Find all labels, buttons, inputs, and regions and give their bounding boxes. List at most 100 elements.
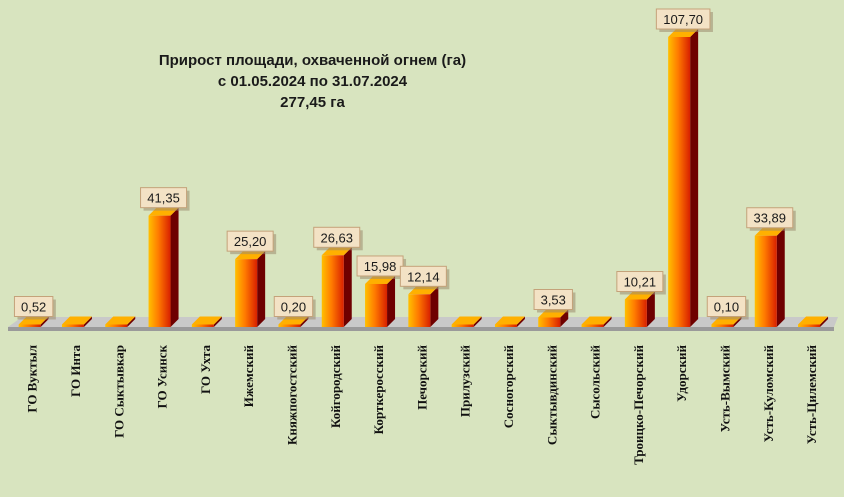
bar-side: [83, 316, 92, 327]
x-tick-label: ГО Сыктывкар: [111, 345, 126, 438]
bar-front: [18, 324, 41, 327]
data-label-box: [655, 8, 711, 30]
bar-front: [798, 324, 821, 327]
x-tick-label: ГО Усинск: [155, 345, 170, 409]
bar-side: [170, 207, 179, 327]
data-label-box: [533, 288, 573, 310]
data-label: 3,53: [533, 288, 576, 313]
bar-side: [257, 251, 266, 327]
x-tick-label: Удорский: [674, 344, 689, 401]
data-label-box: [399, 265, 447, 287]
bar-top: [451, 316, 482, 325]
bar: [61, 316, 92, 327]
bar: [798, 316, 829, 327]
x-tick-label: Сысольский: [588, 344, 603, 419]
bar-front: [105, 324, 128, 327]
bar-front: [754, 235, 777, 327]
bar-top: [494, 316, 525, 325]
x-tick-label: Койгородский: [328, 345, 343, 429]
bar: [754, 227, 785, 327]
x-tick-label: Троицко-Печорский: [631, 345, 646, 465]
x-tick-label: ГО Вуктыл: [25, 345, 40, 413]
data-label-box: [13, 296, 54, 317]
bar-front: [191, 324, 214, 327]
bar-front: [494, 324, 517, 327]
bar-side: [646, 291, 655, 327]
x-tick-label: Сосногорский: [501, 344, 516, 428]
bar-front: [148, 215, 171, 327]
x-tick-label: Усть-Вымский: [717, 344, 732, 432]
bar-side: [213, 316, 222, 327]
bar-side: [820, 316, 829, 327]
bar-front: [278, 324, 301, 327]
data-label-box: [226, 230, 274, 252]
bar-side: [343, 247, 352, 327]
bar: [408, 286, 439, 327]
bar-front: [408, 294, 431, 327]
bar-top: [798, 316, 829, 325]
bar-top: [61, 316, 92, 325]
bar-front: [538, 317, 561, 327]
chart-title-line-1: Прирост площади, охваченной огнем (га): [158, 52, 467, 69]
x-tick-label: Прилузский: [458, 344, 473, 417]
bar-side: [473, 316, 482, 327]
data-label: 0,10: [706, 296, 749, 320]
bar: [624, 291, 655, 327]
data-label-text: 26,63: [320, 230, 353, 245]
bar-front: [365, 283, 388, 327]
x-tick-label: Сыктывдинский: [544, 344, 559, 445]
data-label-box: [706, 296, 747, 317]
data-label: 0,52: [13, 296, 56, 320]
bar: [191, 316, 222, 327]
bar: [365, 275, 396, 327]
x-tick-label: Усть-Куломский: [761, 344, 776, 442]
bar: [451, 316, 482, 327]
bar-top: [105, 316, 136, 325]
data-label: 0,20: [273, 296, 316, 320]
data-label-text: 15,98: [364, 259, 397, 274]
data-label: 26,63: [313, 226, 363, 251]
bar: [235, 251, 266, 327]
data-label: 25,20: [226, 230, 277, 255]
bar-side: [127, 316, 136, 327]
chart-title-line-3: 277,45 га: [280, 94, 345, 111]
data-label-box: [616, 271, 664, 293]
data-label: 10,21: [616, 271, 666, 295]
data-label: 107,70: [655, 8, 713, 32]
bar-front: [451, 324, 474, 327]
x-tick-label: Княжпогостский: [284, 345, 299, 446]
bar: [581, 316, 612, 327]
bar-side: [603, 316, 612, 327]
data-label: 33,89: [746, 207, 796, 231]
bar-top: [191, 316, 222, 325]
bar-side: [776, 227, 785, 327]
data-label: 15,98: [356, 255, 407, 279]
chart-floor-edge: [8, 327, 834, 331]
bar-front: [235, 259, 258, 327]
data-label-box: [746, 207, 794, 229]
bar-front: [61, 324, 84, 327]
bar: [668, 29, 699, 327]
data-label-text: 0,10: [714, 300, 739, 315]
data-label-text: 41,35: [147, 191, 180, 206]
x-tick-label: Усть-Цилемский: [804, 344, 819, 444]
data-label-text: 3,53: [541, 292, 566, 307]
chart-title: Прирост площади, охваченной огнем (га) с…: [100, 50, 525, 113]
x-tick-label: Корткеросский: [371, 344, 386, 434]
bar: [494, 316, 525, 327]
x-tick-label: ГО Инта: [68, 345, 83, 397]
bar-front: [624, 299, 647, 327]
bar: [321, 247, 352, 327]
data-label-text: 0,20: [281, 300, 306, 315]
data-label: 12,14: [399, 265, 450, 290]
data-label-text: 10,21: [624, 275, 657, 290]
bar-front: [711, 324, 734, 327]
bar-side: [560, 309, 569, 327]
data-label-text: 33,89: [753, 211, 786, 226]
bar-side: [387, 275, 396, 327]
x-tick-label: Ижемский: [241, 344, 256, 407]
data-label-box: [273, 296, 314, 317]
bar-front: [668, 37, 691, 327]
